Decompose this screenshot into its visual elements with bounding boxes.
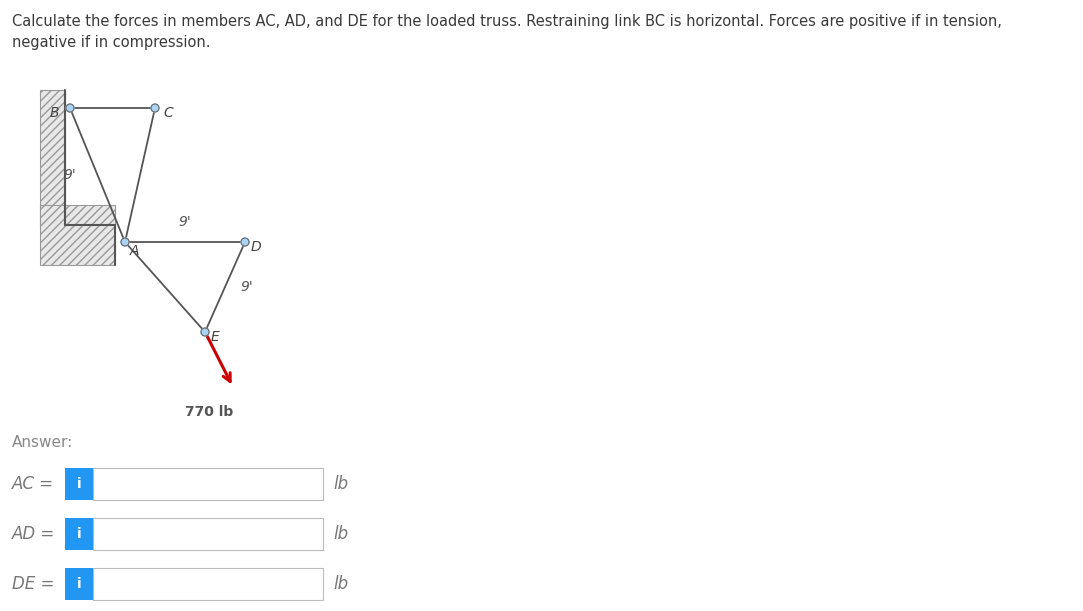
Text: A: A xyxy=(130,244,140,258)
Bar xyxy=(40,205,115,265)
Circle shape xyxy=(151,104,159,112)
Text: i: i xyxy=(77,477,81,491)
Text: Calculate the forces in members AC, AD, and DE for the loaded truss. Restraining: Calculate the forces in members AC, AD, … xyxy=(12,14,1002,50)
Text: i: i xyxy=(77,577,81,591)
Text: lb: lb xyxy=(332,475,348,493)
Bar xyxy=(40,90,65,225)
Text: Answer:: Answer: xyxy=(12,435,74,450)
Bar xyxy=(65,568,93,600)
Text: lb: lb xyxy=(332,525,348,543)
Text: i: i xyxy=(77,527,81,541)
Text: D: D xyxy=(251,240,262,254)
Text: AC =: AC = xyxy=(12,475,54,493)
Circle shape xyxy=(121,238,129,246)
Text: B: B xyxy=(50,106,60,120)
Bar xyxy=(93,518,323,550)
Bar xyxy=(93,468,323,500)
Circle shape xyxy=(66,104,74,112)
Text: AD =: AD = xyxy=(12,525,55,543)
Bar xyxy=(93,568,323,600)
Text: 9': 9' xyxy=(179,215,192,229)
Text: 9': 9' xyxy=(240,280,253,294)
Bar xyxy=(65,518,93,550)
Text: lb: lb xyxy=(332,575,348,593)
Text: C: C xyxy=(164,106,173,120)
Circle shape xyxy=(242,238,249,246)
Bar xyxy=(65,468,93,500)
Text: 9': 9' xyxy=(63,168,76,182)
Circle shape xyxy=(201,328,209,336)
Text: DE =: DE = xyxy=(12,575,54,593)
Text: 770 lb: 770 lb xyxy=(185,405,233,419)
Text: E: E xyxy=(211,330,220,344)
